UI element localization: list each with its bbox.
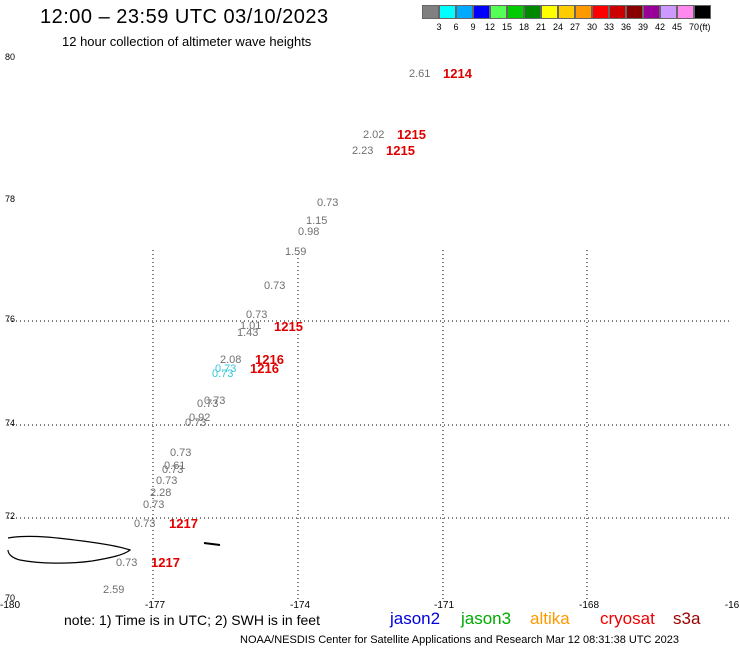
wave-height-label: 0.73 (116, 557, 138, 569)
wave-height-label: 0.73 (212, 368, 234, 380)
legend-label: 33 (603, 22, 615, 32)
wave-height-label: 1.01 (240, 320, 262, 332)
legend-label: 12 (484, 22, 496, 32)
satellite-jason2: jason2 (390, 609, 441, 628)
wave-height-label: 2.61 (409, 68, 431, 80)
legend-swatch (609, 5, 626, 19)
wave-height-label: 0.73 (264, 280, 286, 292)
legend-label: 9 (470, 22, 476, 32)
legend-swatch (694, 5, 711, 19)
wave-height-label: 2.08 (220, 354, 242, 366)
lat-label-70: 70 (5, 593, 16, 603)
wave-height-label: 1.59 (285, 246, 307, 258)
legend-label: 6 (453, 22, 459, 32)
legend-label: 18 (518, 22, 530, 32)
wave-height-label: 1.43 (237, 327, 259, 339)
legend-label: 39 (637, 22, 649, 32)
lon-label-177: -177 (144, 600, 166, 611)
wave-height-label: 0.73 (156, 475, 178, 487)
lat-label-80: 80 (5, 52, 16, 62)
lat-label-72: 72 (5, 511, 16, 521)
wave-height-label: 2.23 (352, 145, 374, 157)
wave-height-label: 0.73 (197, 398, 219, 410)
wave-height-label: 2.02 (363, 129, 385, 141)
legend-label: 30 (586, 22, 598, 32)
wave-height-label: 2.59 (103, 584, 125, 596)
legend-swatch (575, 5, 592, 19)
legend-label: 70 (688, 22, 700, 32)
satellite-altika: altika (530, 609, 570, 628)
map-title: 12:00 – 23:59 UTC 03/10/2023 (40, 6, 329, 28)
satellite-s3a: s3a (673, 609, 701, 628)
lon-grid (152, 250, 588, 600)
wave-height-label: 0.73 (162, 464, 184, 476)
pass-time-label: 1215 (386, 143, 415, 158)
satellite-jason3: jason3 (461, 609, 512, 628)
legend-swatch (507, 5, 524, 19)
legend-label: 21 (535, 22, 547, 32)
pass-time-label: 1217 (169, 516, 198, 531)
legend-swatch (422, 5, 439, 19)
lat-label-74: 74 (5, 418, 16, 428)
lon-label-168: -168 (578, 600, 600, 611)
legend-swatch (677, 5, 694, 19)
wave-height-label: 0.73 (185, 417, 207, 429)
satellite-cryosat: cryosat (600, 609, 655, 628)
legend-label: 45 (671, 22, 683, 32)
credit-line: NOAA/NESDIS Center for Satellite Applica… (240, 634, 680, 646)
pass-time-label: 1215 (397, 127, 426, 142)
legend-swatch (456, 5, 473, 19)
wave-height-label: 0.73 (170, 447, 192, 459)
wave-height-label: 0.73 (143, 499, 165, 511)
legend-swatch (490, 5, 507, 19)
legend-swatch (643, 5, 660, 19)
legend-swatch (660, 5, 677, 19)
legend-label: 24 (552, 22, 564, 32)
pass-time-label: 1217 (151, 555, 180, 570)
wave-height-label: 0.73 (215, 363, 237, 375)
legend-label: 27 (569, 22, 581, 32)
legend-swatch (524, 5, 541, 19)
footnote: note: 1) Time is in UTC; 2) SWH is in fe… (64, 612, 320, 628)
pass-time-label: 1215 (274, 319, 303, 334)
legend-label: 36 (620, 22, 632, 32)
wave-height-label: 2.28 (150, 487, 172, 499)
wave-height-label: 0.73 (246, 309, 268, 321)
wave-height-label: 0.73 (134, 518, 156, 530)
legend-label: 15 (501, 22, 513, 32)
legend-swatch (439, 5, 456, 19)
wave-height-label: 1.15 (306, 215, 328, 227)
wave-height-label: 0.73 (317, 197, 339, 209)
pass-time-label: 1216 (250, 361, 279, 376)
lon-label-174: -174 (289, 600, 311, 611)
legend-swatch (541, 5, 558, 19)
lon-label-165: -16 (724, 600, 740, 611)
wave-height-label: 0.92 (189, 412, 211, 424)
lat-label-76: 76 (5, 314, 16, 324)
legend-swatch (473, 5, 490, 19)
pass-time-label: 1216 (255, 352, 284, 367)
lon-label-180: -180 (0, 600, 21, 611)
legend-swatch (626, 5, 643, 19)
lat-grid (8, 320, 730, 519)
wrangel-island-coastline (7, 535, 132, 564)
wave-height-label: 0.73 (204, 395, 226, 407)
lon-label-171: -171 (433, 600, 455, 611)
map-subtitle: 12 hour collection of altimeter wave hei… (62, 34, 312, 49)
wave-height-label: 0.61 (164, 460, 186, 472)
pass-time-label: 1214 (443, 66, 472, 81)
legend-label: 42 (654, 22, 666, 32)
wave-height-label: 0.98 (298, 226, 320, 238)
legend-swatch (558, 5, 575, 19)
legend-label: 3 (436, 22, 442, 32)
legend-unit: (ft) (699, 22, 711, 32)
legend-swatch (592, 5, 609, 19)
lat-label-78: 78 (5, 194, 16, 204)
herald-island-coastline (203, 542, 221, 546)
